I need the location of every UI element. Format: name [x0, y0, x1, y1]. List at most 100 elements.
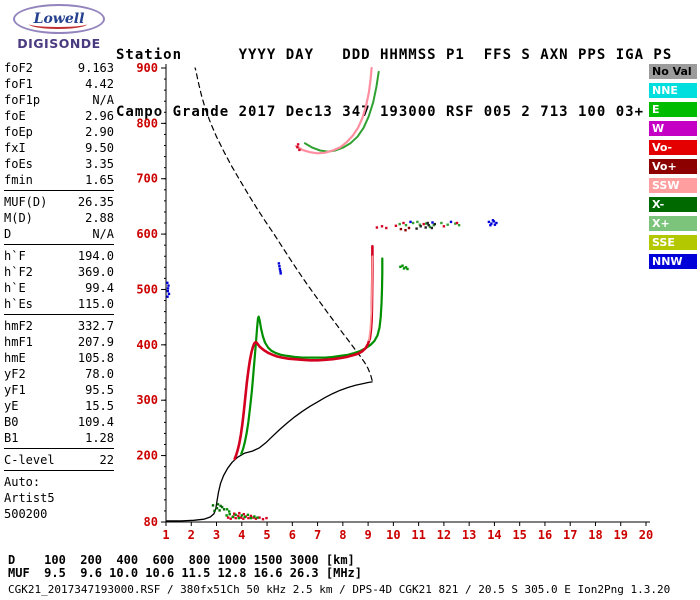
- param-row: foF1p N/A: [4, 92, 114, 108]
- color-legend: No Val NNE E W Vo- Vo+ SSW X- X+ SSE NNW: [649, 64, 697, 273]
- mid-blue-specks: [277, 262, 282, 275]
- param-row: h`F2 369.0: [4, 264, 114, 280]
- param-row: MUF(D) 26.35: [4, 194, 114, 210]
- param-label: yF1: [4, 383, 26, 397]
- param-label: hmF1: [4, 335, 33, 349]
- green-specks-540: [399, 264, 409, 271]
- param-row: hmE 105.8: [4, 350, 114, 366]
- logo-name: Lowell: [33, 11, 85, 27]
- param-row: h`E 99.4: [4, 280, 114, 296]
- param-value: 3.35: [85, 157, 114, 171]
- legend-item-w: W: [649, 121, 697, 136]
- param-value: 1.28: [85, 431, 114, 445]
- svg-text:300: 300: [136, 393, 158, 407]
- param-value: N/A: [92, 227, 114, 241]
- param-value: 207.9: [77, 335, 114, 349]
- param-label: Artist5: [4, 491, 55, 505]
- f-trace-x-2nd-order: [303, 70, 380, 153]
- svg-text:500: 500: [136, 282, 158, 296]
- param-value: 105.8: [77, 351, 114, 365]
- param-label: MUF(D): [4, 195, 48, 209]
- param-row: h`Es 115.0: [4, 296, 114, 312]
- param-value: 109.4: [77, 415, 114, 429]
- svg-text:18: 18: [588, 528, 602, 542]
- param-label: Auto:: [4, 475, 41, 489]
- parameter-panel: foF2 9.163 foF1 4.42 foF1p N/A foE 2.96 foEp 2.90…: [4, 60, 114, 522]
- param-label: fmin: [4, 173, 33, 187]
- param-label: foEs: [4, 157, 33, 171]
- param-row: M(D) 2.88: [4, 210, 114, 226]
- param-value: 9.50: [85, 141, 114, 155]
- param-value: 95.5: [85, 383, 114, 397]
- param-label: fxI: [4, 141, 26, 155]
- param-label: hmF2: [4, 319, 33, 333]
- legend-item-x-: X-: [649, 197, 697, 212]
- profile-topside-dashed: [194, 67, 373, 381]
- param-label: h`E: [4, 281, 26, 295]
- f-trace-o-2nd-order: [295, 66, 373, 155]
- logo-swoosh-icon: [29, 19, 87, 29]
- param-row: yF1 95.5: [4, 382, 114, 398]
- param-value: 2.90: [85, 125, 114, 139]
- group-separator: [4, 314, 114, 315]
- axes: [165, 64, 650, 523]
- param-row: B1 1.28: [4, 430, 114, 446]
- param-row: Auto:: [4, 474, 114, 490]
- distance-row: D 100 200 400 600 800 1000 1500 3000 [km…: [8, 553, 355, 567]
- param-value: 332.7: [77, 319, 114, 333]
- svg-text:20: 20: [639, 528, 653, 542]
- param-row: B0 109.4: [4, 414, 114, 430]
- group-separator: [4, 244, 114, 245]
- param-label: M(D): [4, 211, 33, 225]
- asymptote-ssw-overlay: [368, 255, 374, 342]
- param-row: fmin 1.65: [4, 172, 114, 188]
- param-row: h`F 194.0: [4, 248, 114, 264]
- param-row: hmF2 332.7: [4, 318, 114, 334]
- param-value: 99.4: [85, 281, 114, 295]
- svg-text:400: 400: [136, 338, 158, 352]
- legend-item-sse: SSE: [649, 235, 697, 250]
- svg-text:17: 17: [563, 528, 577, 542]
- legend-item-e: E: [649, 102, 697, 117]
- param-value: 2.88: [85, 211, 114, 225]
- param-label: foEp: [4, 125, 33, 139]
- param-label: foF1: [4, 77, 33, 91]
- param-label: 500200: [4, 507, 48, 521]
- group-separator: [4, 470, 114, 471]
- svg-text:900: 900: [136, 61, 158, 75]
- spread-band-dark: [415, 221, 436, 230]
- param-value: N/A: [92, 93, 114, 107]
- legend-item-vo+: Vo+: [649, 159, 697, 174]
- svg-text:1: 1: [162, 528, 169, 542]
- param-label: foF1p: [4, 93, 41, 107]
- param-row: foE 2.96: [4, 108, 114, 124]
- param-value: 22: [99, 453, 114, 467]
- svg-text:80: 80: [144, 515, 158, 529]
- e-region-x: [225, 508, 259, 520]
- svg-text:9: 9: [364, 528, 371, 542]
- lowell-digisonde-logo: Lowell DIGISONDE: [8, 4, 110, 51]
- f-trace-x: [240, 257, 384, 455]
- param-label: B0: [4, 415, 19, 429]
- param-row: Artist5: [4, 490, 114, 506]
- svg-text:5: 5: [263, 528, 270, 542]
- legend-item-nne: NNE: [649, 83, 697, 98]
- es-layer-dark-green: [211, 503, 226, 513]
- param-label: hmE: [4, 351, 26, 365]
- svg-text:6: 6: [289, 528, 296, 542]
- svg-text:800: 800: [136, 116, 158, 130]
- logo-subtitle: DIGISONDE: [17, 36, 101, 51]
- param-label: yE: [4, 399, 19, 413]
- left-edge-blue: [166, 281, 171, 298]
- param-value: 26.35: [77, 195, 114, 209]
- legend-item-x+: X+: [649, 216, 697, 231]
- legend-item-nnw: NNW: [649, 254, 697, 269]
- param-row: fxI 9.50: [4, 140, 114, 156]
- legend-item-vo-: Vo-: [649, 140, 697, 155]
- profile-solid: [165, 381, 373, 522]
- param-row: 500200: [4, 506, 114, 522]
- svg-text:200: 200: [136, 449, 158, 463]
- muf-row: MUF 9.5 9.6 10.0 10.6 11.5 12.8 16.6 26.…: [8, 566, 363, 580]
- param-value: 2.96: [85, 109, 114, 123]
